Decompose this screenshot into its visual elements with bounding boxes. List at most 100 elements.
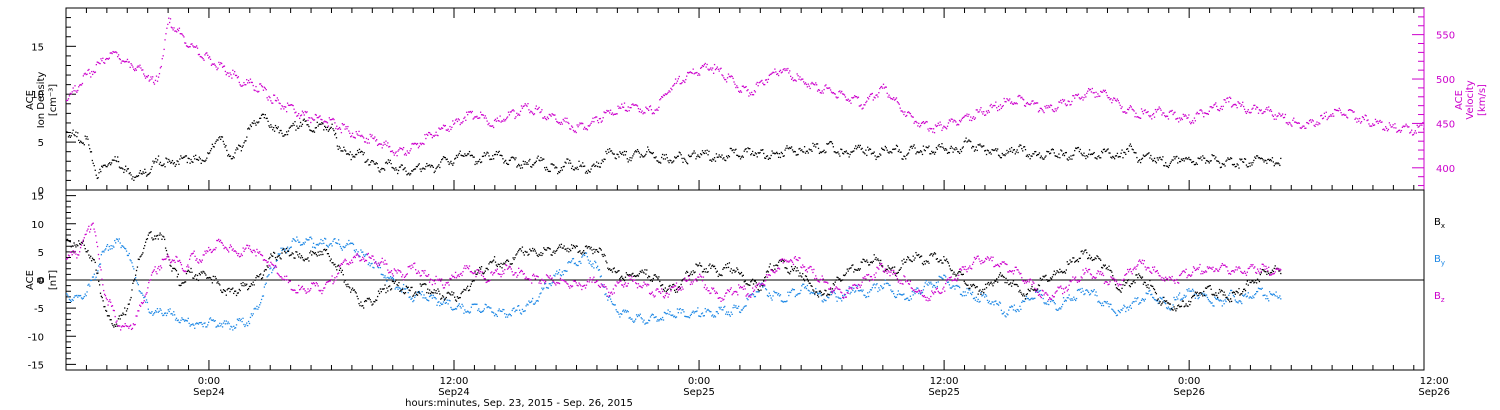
velocity-point <box>494 118 497 121</box>
bx-point <box>197 279 200 282</box>
by-point <box>903 293 905 295</box>
bx-point <box>244 283 246 285</box>
velocity-point <box>1175 118 1177 120</box>
by-point <box>186 320 189 322</box>
by-point <box>629 316 631 319</box>
velocity-point <box>645 106 647 108</box>
density-point <box>239 145 242 147</box>
velocity-point <box>995 101 997 103</box>
by-point <box>420 294 422 296</box>
bx-point <box>622 278 625 281</box>
by-point <box>984 296 986 298</box>
velocity-point <box>1274 114 1276 116</box>
bx-point <box>427 288 429 290</box>
density-point <box>726 157 729 159</box>
velocity-point <box>875 94 877 96</box>
bx-point <box>194 275 196 277</box>
bx-point <box>85 251 87 253</box>
density-point <box>110 162 113 164</box>
velocity-point <box>108 57 110 59</box>
by-point <box>712 314 714 316</box>
velocity-point <box>1416 124 1418 127</box>
density-point <box>243 142 245 144</box>
bx-point <box>252 281 254 283</box>
bx-point <box>610 269 613 271</box>
bx-point <box>530 250 532 252</box>
velocity-point <box>1005 101 1007 103</box>
density-point <box>641 155 643 157</box>
velocity-point <box>759 81 761 83</box>
velocity-point <box>802 78 804 80</box>
bx-point <box>176 276 179 278</box>
by-point <box>1096 295 1098 297</box>
bx-point <box>231 288 233 290</box>
density-point <box>1094 157 1096 159</box>
by-point <box>387 276 389 279</box>
bx-point <box>414 292 416 294</box>
by-point <box>953 285 955 287</box>
density-point <box>734 149 736 151</box>
velocity-point <box>372 137 374 139</box>
by-point <box>141 292 143 294</box>
density-point <box>854 145 857 147</box>
by-point <box>862 289 864 291</box>
density-point <box>1091 153 1093 156</box>
bx-point <box>316 255 318 257</box>
by-point <box>639 313 641 315</box>
density-point <box>1263 161 1265 163</box>
density-point <box>552 164 554 166</box>
bx-point <box>599 248 602 250</box>
by-point <box>1209 301 1211 303</box>
density-point <box>842 152 844 154</box>
density-point <box>85 138 87 140</box>
density-point <box>182 157 184 159</box>
bx-point <box>184 281 187 283</box>
density-point <box>107 164 109 166</box>
velocity-point <box>952 121 954 123</box>
by-point <box>886 282 888 284</box>
density-point <box>815 146 817 148</box>
by-point <box>199 322 201 324</box>
bx-point <box>142 252 144 254</box>
velocity-point <box>510 111 512 113</box>
by-point <box>223 320 226 322</box>
density-point <box>1148 152 1150 154</box>
velocity-point <box>1115 100 1118 102</box>
velocity-point <box>290 103 292 106</box>
by-point <box>349 243 351 245</box>
density-point <box>723 157 725 159</box>
by-point <box>114 239 116 242</box>
by-point <box>1141 298 1144 300</box>
velocity-point <box>209 58 212 60</box>
density-point <box>379 171 381 173</box>
by-point <box>1279 295 1281 297</box>
velocity-point <box>993 104 995 107</box>
velocity-point <box>468 111 471 113</box>
velocity-tick-label: 500 <box>1436 75 1455 86</box>
velocity-point <box>585 128 588 130</box>
density-point <box>500 154 502 157</box>
density-point <box>300 125 303 127</box>
by-point <box>227 321 229 323</box>
density-point <box>215 140 217 143</box>
velocity-point <box>656 108 658 110</box>
by-point <box>696 310 698 312</box>
velocity-point <box>1344 114 1346 116</box>
by-point <box>255 308 257 310</box>
by-point <box>919 293 922 295</box>
bx-point <box>360 301 362 303</box>
density-point <box>1103 148 1106 150</box>
density-point <box>463 155 465 157</box>
by-point <box>721 309 723 311</box>
density-point <box>132 176 134 178</box>
by-point <box>875 284 877 286</box>
velocity-point <box>1186 117 1188 119</box>
velocity-point <box>456 120 459 123</box>
by-point <box>647 322 649 324</box>
velocity-point <box>762 82 764 84</box>
density-point <box>962 146 964 148</box>
by-point <box>197 323 200 325</box>
velocity-point <box>634 104 636 106</box>
by-point <box>277 253 279 255</box>
velocity-point <box>1060 99 1062 102</box>
